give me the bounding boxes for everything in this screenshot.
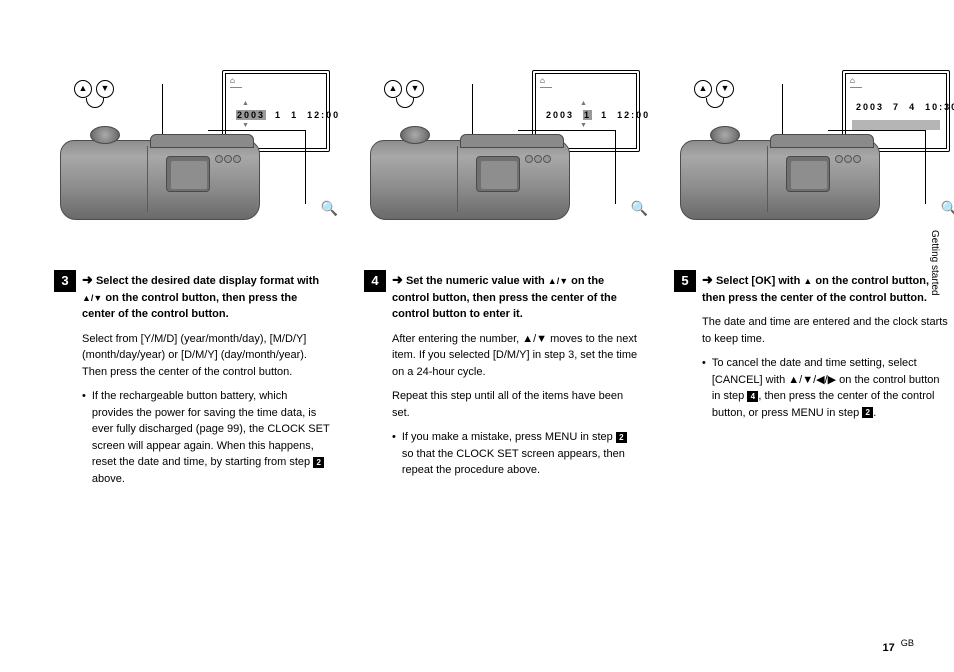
page-number: 17 xyxy=(883,642,895,654)
button-link-icon xyxy=(86,98,104,108)
step-number: 4 xyxy=(364,270,386,292)
magnifier-icon: 🔍 xyxy=(321,200,338,217)
ref-box: 2 xyxy=(616,432,627,443)
illustration-3: ▲ ▼ 2003 7 4 10:30 xyxy=(680,70,950,240)
ref-box: 2 xyxy=(313,457,324,468)
updown-buttons: ▲ ▼ xyxy=(694,80,736,110)
step-note: Select from [Y/M/D] (year/month/day), [M… xyxy=(82,331,330,381)
lcd-toolbar-icon xyxy=(540,78,552,88)
updown-buttons: ▲ ▼ xyxy=(74,80,116,110)
arrow-up-icon: ▲ xyxy=(580,100,587,107)
lcd-date-text: 2003 7 4 10:30 xyxy=(856,102,954,112)
step-number: 3 xyxy=(54,270,76,292)
step-bullet: If you make a mistake, press MENU in ste… xyxy=(392,429,640,479)
illustration-2: ▲ ▼ 2003 1 1 12:00 ▲ ▼ xyxy=(370,70,640,240)
lcd-highlight-bar xyxy=(852,120,940,130)
triangle-icons: ▲/▼ xyxy=(548,276,568,286)
page-columns: ▲ ▼ 2003 1 1 12:00 ▲ ▼ xyxy=(0,0,954,491)
lcd-year: 2003 xyxy=(236,110,266,120)
step-lead: ➜ Select the desired date display format… xyxy=(82,270,330,323)
ref-box: 2 xyxy=(862,407,873,418)
step-note: After entering the number, ▲/▼ moves to … xyxy=(392,331,640,381)
magnifier-icon: 🔍 xyxy=(941,200,954,217)
step-4: 4 ➜ Set the numeric value with ▲/▼ on th… xyxy=(370,270,640,479)
right-arrow-icon: ➜ xyxy=(392,272,403,287)
step-note: The date and time are entered and the cl… xyxy=(702,314,950,347)
camera-illustration xyxy=(680,130,880,230)
camera-illustration xyxy=(370,130,570,230)
right-arrow-icon: ➜ xyxy=(702,272,713,287)
camera-illustration xyxy=(60,130,260,230)
step-lead: ➜ Select [OK] with ▲ on the control butt… xyxy=(702,270,950,306)
lcd-date-text: 2003 1 1 12:00 xyxy=(236,110,340,120)
button-link-icon xyxy=(706,98,724,108)
button-link-icon xyxy=(396,98,414,108)
step-3: 3 ➜ Select the desired date display form… xyxy=(60,270,330,487)
step-note: Repeat this step until all of the items … xyxy=(392,388,640,421)
updown-buttons: ▲ ▼ xyxy=(384,80,426,110)
leader-line xyxy=(518,130,616,131)
lcd-toolbar-icon xyxy=(850,78,862,88)
side-label: Getting started xyxy=(929,230,940,296)
ref-box: 4 xyxy=(747,391,758,402)
column-1: ▲ ▼ 2003 1 1 12:00 ▲ ▼ xyxy=(60,70,330,491)
up-button-icon: ▲ xyxy=(384,80,402,98)
lcd-toolbar-icon xyxy=(230,78,242,88)
right-arrow-icon: ➜ xyxy=(82,272,93,287)
arrow-down-icon: ▼ xyxy=(580,122,587,129)
step-lead: ➜ Set the numeric value with ▲/▼ on the … xyxy=(392,270,640,323)
column-3: ▲ ▼ 2003 7 4 10:30 xyxy=(680,70,950,491)
arrow-up-icon: ▲ xyxy=(242,100,249,107)
page-region: GB xyxy=(901,638,914,648)
down-button-icon: ▼ xyxy=(716,80,734,98)
step-bullet: To cancel the date and time setting, sel… xyxy=(702,355,950,421)
magnifier-icon: 🔍 xyxy=(631,200,648,217)
down-button-icon: ▼ xyxy=(96,80,114,98)
page-footer: 17 GB xyxy=(883,638,914,654)
leader-line xyxy=(828,130,926,131)
triangle-icons: ▲/▼ xyxy=(82,293,102,303)
step-number: 5 xyxy=(674,270,696,292)
leader-line xyxy=(208,130,306,131)
lcd-date-text: 2003 1 1 12:00 xyxy=(546,110,650,120)
column-2: ▲ ▼ 2003 1 1 12:00 ▲ ▼ xyxy=(370,70,640,491)
illustration-1: ▲ ▼ 2003 1 1 12:00 ▲ ▼ xyxy=(60,70,330,240)
down-button-icon: ▼ xyxy=(406,80,424,98)
step-bullet: If the rechargeable button battery, whic… xyxy=(82,388,330,487)
arrow-down-icon: ▼ xyxy=(242,122,249,129)
step-5: 5 ➜ Select [OK] with ▲ on the control bu… xyxy=(680,270,950,421)
triangle-icons: ▲ xyxy=(803,276,812,286)
up-button-icon: ▲ xyxy=(694,80,712,98)
up-button-icon: ▲ xyxy=(74,80,92,98)
lcd-month: 1 xyxy=(583,110,592,120)
